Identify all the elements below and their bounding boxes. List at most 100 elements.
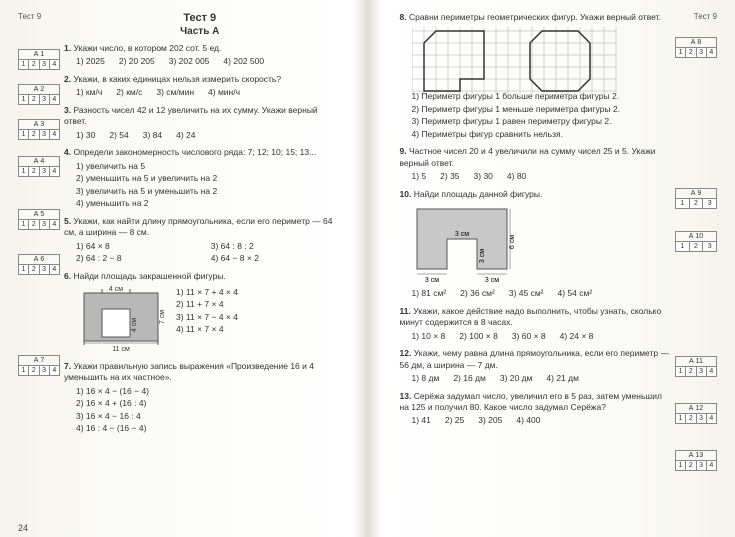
svg-text:4 см: 4 см <box>109 286 123 293</box>
answer-cell[interactable]: 1 <box>676 367 686 376</box>
option: 2) 36 см² <box>460 288 495 299</box>
option: 4) уменьшить на 2 <box>76 198 336 209</box>
page-left: Тест 9 А 11234А 21234А 31234А 41234А 512… <box>0 0 368 537</box>
question-7: 7. Укажи правильную запись выражения «Пр… <box>64 361 336 435</box>
option: 2) Периметр фигуры 1 меньше периметра фи… <box>412 104 672 115</box>
answer-cell[interactable]: 4 <box>50 366 59 375</box>
answer-cell[interactable]: 4 <box>50 60 59 69</box>
answer-cell[interactable]: 3 <box>40 130 50 139</box>
answer-cell[interactable]: 1 <box>676 242 690 251</box>
option: 3) 60 × 8 <box>512 331 546 342</box>
part-title: Часть А <box>64 26 336 37</box>
answer-cell[interactable]: 1 <box>19 265 29 274</box>
answer-cell[interactable]: 3 <box>697 367 707 376</box>
header-label-left: Тест 9 <box>18 12 60 21</box>
test-title: Тест 9 <box>64 12 336 24</box>
option: 1) 10 × 8 <box>412 331 446 342</box>
page-number-left: 24 <box>18 523 28 533</box>
answer-cell[interactable]: 2 <box>29 366 39 375</box>
answer-cell[interactable]: 3 <box>703 242 716 251</box>
option: 2) 64 : 2 − 8 <box>76 253 201 264</box>
answer-cell[interactable]: 4 <box>707 461 716 470</box>
answer-cell[interactable]: 3 <box>40 366 50 375</box>
answer-cell[interactable]: 3 <box>697 461 707 470</box>
answer-cell[interactable]: 1 <box>19 167 29 176</box>
option: 2) уменьшить на 5 и увеличить на 2 <box>76 173 336 184</box>
answer-cell[interactable]: 1 <box>676 48 686 57</box>
answer-cell[interactable]: 2 <box>29 265 39 274</box>
option: 1) 2025 <box>76 56 105 67</box>
answer-box-cells: 1234 <box>675 47 717 58</box>
answer-cell[interactable]: 4 <box>50 220 59 229</box>
answer-box: А 121234 <box>675 403 717 424</box>
option: 4) 24 <box>176 130 195 141</box>
figure-q6: 4 см 7 см 4 см 11 см <box>76 285 166 355</box>
answer-cell[interactable]: 3 <box>40 265 50 274</box>
option: 1) 81 см² <box>412 288 447 299</box>
answer-cell[interactable]: 2 <box>686 461 696 470</box>
answer-box-label: А 4 <box>18 156 60 166</box>
answer-box: А 81234 <box>675 37 717 58</box>
answer-cell[interactable]: 2 <box>29 60 39 69</box>
answer-box-cells: 1234 <box>18 129 60 140</box>
answer-cell[interactable]: 2 <box>690 242 704 251</box>
option: 1) 64 × 8 <box>76 241 201 252</box>
answer-cell[interactable]: 2 <box>29 130 39 139</box>
book-spread: Тест 9 А 11234А 21234А 31234А 41234А 512… <box>0 0 735 537</box>
answer-cell[interactable]: 3 <box>40 220 50 229</box>
answer-box-label: А 7 <box>18 355 60 365</box>
question-5: 5. Укажи, как найти длину прямоугольника… <box>64 216 336 265</box>
option: 3) Периметр фигуры 1 равен периметру фиг… <box>412 116 672 127</box>
answer-cell[interactable]: 4 <box>50 167 59 176</box>
svg-text:7 см: 7 см <box>159 310 166 324</box>
right-content: 8. Сравни периметры геометрических фигур… <box>396 12 676 529</box>
answer-cell[interactable]: 3 <box>697 414 707 423</box>
svg-text:3 см: 3 см <box>479 249 486 263</box>
answer-cell[interactable]: 2 <box>686 414 696 423</box>
answer-cell[interactable]: 4 <box>707 48 716 57</box>
option: 3) увеличить на 5 и уменьшить на 2 <box>76 186 336 197</box>
answer-cell[interactable]: 1 <box>676 414 686 423</box>
answer-cell[interactable]: 4 <box>707 414 716 423</box>
answer-box: А 131234 <box>675 450 717 471</box>
answer-box-label: А 9 <box>675 188 717 198</box>
answer-cell[interactable]: 4 <box>50 130 59 139</box>
option: 3) 11 × 7 − 4 × 4 <box>176 312 238 323</box>
question-6: 6. Найди площадь закрашенной фигуры. 4 с… <box>64 271 336 355</box>
answer-cell[interactable]: 4 <box>50 265 59 274</box>
answer-cell[interactable]: 2 <box>29 220 39 229</box>
answer-box-cells: 1234 <box>675 413 717 424</box>
answer-cell[interactable]: 2 <box>686 48 696 57</box>
answer-box-cells: 1234 <box>18 219 60 230</box>
answer-cell[interactable]: 2 <box>686 367 696 376</box>
answer-cell[interactable]: 4 <box>50 95 59 104</box>
option: 1) 30 <box>76 130 95 141</box>
answer-cell[interactable]: 3 <box>40 95 50 104</box>
answer-cell[interactable]: 1 <box>19 366 29 375</box>
answer-cell[interactable]: 1 <box>19 220 29 229</box>
option: 4) 80 <box>507 171 526 182</box>
option: 2) 54 <box>109 130 128 141</box>
header-label-right: Тест 9 <box>675 12 717 21</box>
answer-cell[interactable]: 2 <box>29 95 39 104</box>
answer-box-cells: 1234 <box>18 59 60 70</box>
question-12: 12. Укажи, чему равна длина прямоугольни… <box>400 348 672 384</box>
option: 3) 30 <box>474 171 493 182</box>
answer-cell[interactable]: 2 <box>690 199 704 208</box>
option: 2) 25 <box>445 415 464 426</box>
answer-cell[interactable]: 3 <box>697 48 707 57</box>
answer-box-cells: 1234 <box>675 366 717 377</box>
answer-cell[interactable]: 3 <box>703 199 716 208</box>
answer-cell[interactable]: 1 <box>676 199 690 208</box>
answer-box-label: А 2 <box>18 84 60 94</box>
answer-cell[interactable]: 2 <box>29 167 39 176</box>
answer-cell[interactable]: 1 <box>19 130 29 139</box>
answer-cell[interactable]: 4 <box>707 367 716 376</box>
answer-cell[interactable]: 3 <box>40 167 50 176</box>
option: 4) 64 − 8 × 2 <box>211 253 336 264</box>
answer-cell[interactable]: 3 <box>40 60 50 69</box>
answer-box-label: А 8 <box>675 37 717 47</box>
answer-cell[interactable]: 1 <box>19 60 29 69</box>
answer-cell[interactable]: 1 <box>19 95 29 104</box>
answer-cell[interactable]: 1 <box>676 461 686 470</box>
